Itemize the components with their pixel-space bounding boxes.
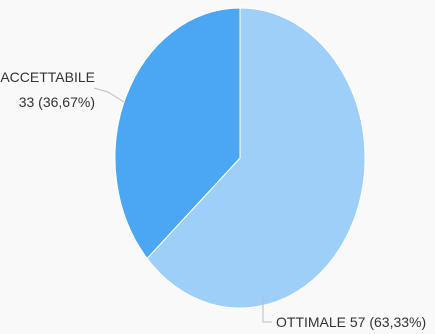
slice-label-ottimale: OTTIMALE 57 (63,33%) [276, 314, 426, 330]
slice-label-accettabile-value: 33 (36,67%) [19, 94, 95, 110]
pie-slice-ottimale[interactable] [146, 7, 366, 309]
slice-label-accettabile-name: ACCETTABILE [0, 69, 95, 85]
leader-line-ottimale [262, 296, 272, 323]
pie-slice-accettabile[interactable] [114, 7, 241, 260]
leader-line-accettabile [93, 87, 125, 103]
